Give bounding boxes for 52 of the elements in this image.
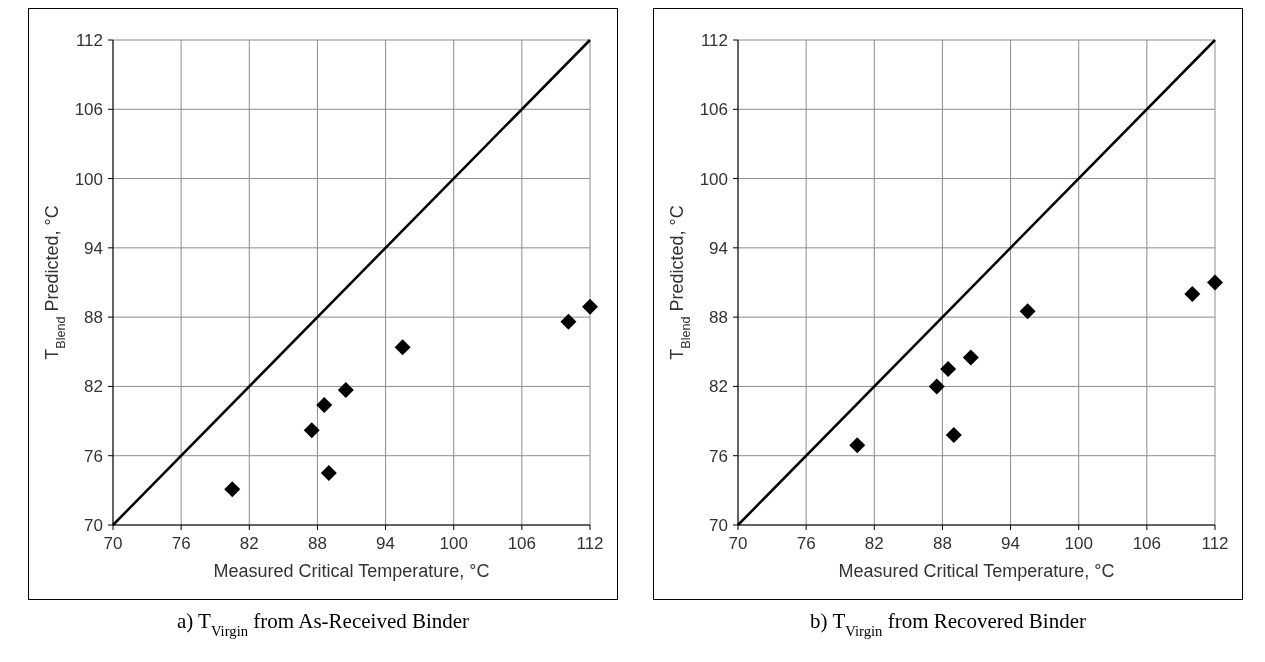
x-tick-label: 100 (439, 534, 468, 553)
y-tick-label: 100 (74, 169, 103, 189)
x-tick-label: 112 (576, 534, 604, 553)
y-tick-label: 76 (709, 446, 728, 466)
point (849, 437, 866, 454)
x-tick-label: 94 (1001, 534, 1021, 553)
y-tick-label: 82 (84, 377, 103, 397)
text: a) T$_{Virgin}$ from As-Received Binder (176, 609, 470, 639)
x-tick-label: 76 (796, 534, 816, 553)
y-tick-label: 94 (84, 238, 103, 258)
x-axis-title: Measured Critical Temperature, °C (213, 561, 490, 581)
x-tick-label: 106 (1132, 534, 1162, 553)
point (303, 422, 320, 439)
x-tick-label: 88 (932, 534, 952, 553)
point (224, 481, 241, 498)
point (337, 381, 354, 398)
y-tick-label: 76 (84, 446, 103, 466)
x-tick-label: 94 (376, 534, 396, 553)
y-tick-label: 112 (700, 30, 728, 50)
y-tick-label: 88 (709, 308, 728, 328)
y-tick-label: 100 (699, 169, 728, 189)
x-tick-label: 82 (239, 534, 259, 553)
y-tick-label: 106 (74, 100, 103, 120)
y-tick-label: 82 (709, 377, 728, 397)
x-axis-title: Measured Critical Temperature, °C (838, 561, 1115, 581)
point (928, 378, 945, 395)
point (962, 349, 979, 366)
y-tick-label: 106 (699, 100, 728, 120)
point (945, 426, 962, 443)
point (940, 361, 957, 378)
point (1184, 286, 1201, 303)
point (560, 313, 577, 330)
y-tick-label: 70 (709, 515, 728, 535)
point (1019, 303, 1036, 320)
x-tick-label: 70 (728, 534, 748, 553)
x-tick-label: 100 (1064, 534, 1093, 553)
point (1207, 274, 1223, 291)
y-tick-label: 70 (84, 515, 103, 535)
x-tick-label: 88 (307, 534, 327, 553)
x-tick-label: 70 (103, 534, 123, 553)
x-tick-label: 106 (507, 534, 537, 553)
point (320, 465, 337, 482)
text: b) T$_{Virgin}$ from Recovered Binder (810, 609, 1086, 639)
x-tick-label: 76 (171, 534, 191, 553)
y-tick-label: 94 (709, 238, 728, 258)
y-tick-label: 88 (84, 308, 103, 328)
point (582, 298, 598, 315)
x-tick-label: 112 (1201, 534, 1229, 553)
point (316, 396, 333, 413)
x-tick-label: 82 (864, 534, 884, 553)
y-tick-label: 112 (75, 30, 103, 50)
point (394, 339, 411, 356)
